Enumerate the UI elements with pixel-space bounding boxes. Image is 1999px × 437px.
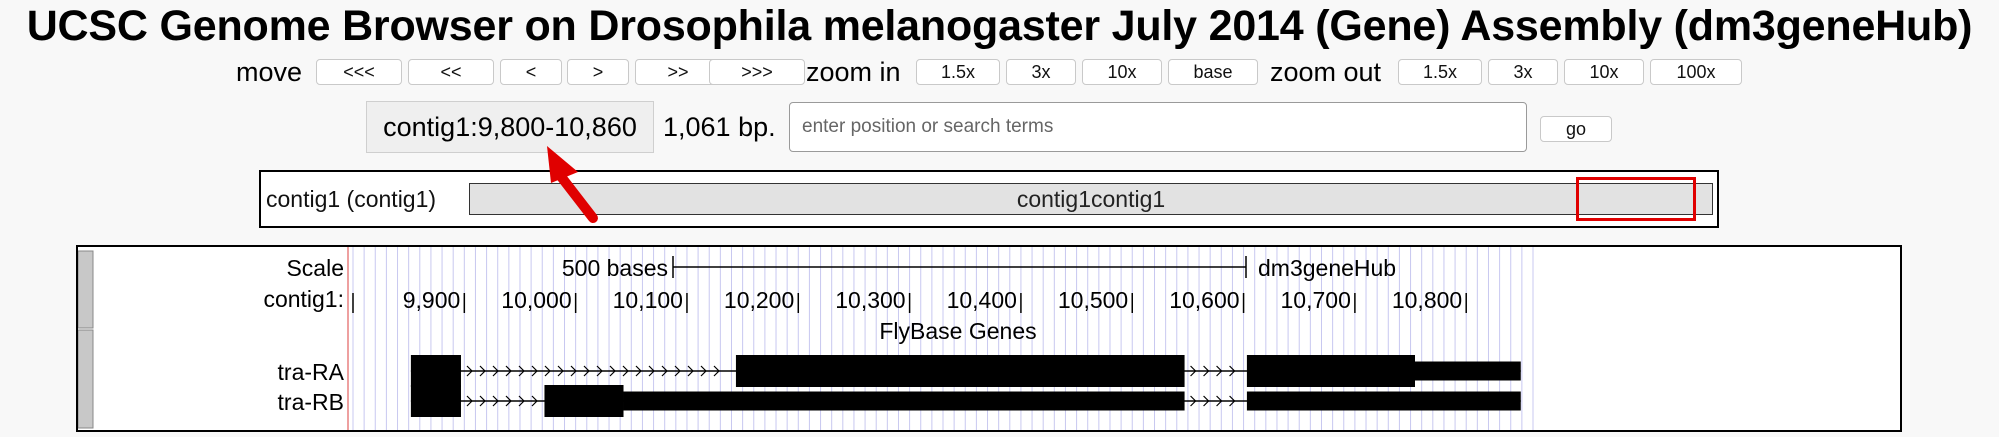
axis-tick-label: 10,300 bbox=[835, 287, 905, 313]
strand-chevron bbox=[505, 365, 512, 377]
region-size-label: 1,061 bp. bbox=[663, 112, 776, 142]
strand-chevron bbox=[1190, 365, 1197, 377]
strand-chevron bbox=[518, 395, 525, 407]
gene-exon[interactable] bbox=[623, 391, 1185, 411]
strand-chevron bbox=[1190, 395, 1197, 407]
zoom-out-3x-button[interactable]: 3x bbox=[1488, 59, 1558, 85]
axis-tick-label: 10,500 bbox=[1058, 287, 1128, 313]
axis-tick-label: 10,200 bbox=[724, 287, 794, 313]
move-right-button[interactable]: >> bbox=[635, 59, 721, 85]
strand-chevron bbox=[557, 365, 564, 377]
strand-chevron bbox=[1229, 395, 1236, 407]
strand-chevron bbox=[479, 365, 486, 377]
strand-chevron bbox=[1216, 395, 1223, 407]
strand-chevron bbox=[648, 365, 655, 377]
position-display[interactable]: contig1:9,800-10,860 bbox=[366, 101, 654, 153]
gene-exon[interactable] bbox=[735, 355, 1185, 387]
ideogram-label: contig1 (contig1) bbox=[266, 186, 437, 212]
strand-chevron bbox=[531, 395, 538, 407]
zoom-in-label: zoom in bbox=[806, 57, 901, 87]
zoom-in-10x-button[interactable]: 10x bbox=[1082, 59, 1162, 85]
strand-chevron bbox=[570, 365, 577, 377]
strand-chevron bbox=[635, 365, 642, 377]
axis-tick-label: 10,800 bbox=[1392, 287, 1462, 313]
ideogram-position-highlight bbox=[1576, 177, 1696, 221]
move-step-right-button[interactable]: > bbox=[567, 59, 629, 85]
gene-exon[interactable] bbox=[1415, 361, 1521, 381]
scale-bar-label: 500 bases bbox=[562, 255, 668, 281]
strand-chevron bbox=[1203, 395, 1210, 407]
hub-label: dm3geneHub bbox=[1258, 255, 1396, 281]
strand-chevron bbox=[466, 395, 473, 407]
zoom-in-1.5x-button[interactable]: 1.5x bbox=[916, 59, 1000, 85]
gene-label[interactable]: tra-RB bbox=[278, 389, 344, 415]
strand-chevron bbox=[505, 395, 512, 407]
strand-chevron bbox=[622, 365, 629, 377]
gene-row[interactable]: tra-RA bbox=[278, 355, 1521, 387]
strand-chevron bbox=[700, 365, 707, 377]
gene-exon[interactable] bbox=[410, 385, 461, 417]
gene-exon[interactable] bbox=[1246, 355, 1415, 387]
strand-chevron bbox=[583, 365, 590, 377]
zoom-out-1.5x-button[interactable]: 1.5x bbox=[1398, 59, 1482, 85]
axis-tick-label: 10,000 bbox=[501, 287, 571, 313]
strand-chevron bbox=[713, 365, 720, 377]
ideogram-bar[interactable]: contig1contig1 bbox=[469, 183, 1713, 215]
strand-chevron bbox=[544, 365, 551, 377]
navigation-bar: move <<< << < > >> >>> zoom in 1.5x 3x 1… bbox=[0, 56, 1999, 88]
gene-exon[interactable] bbox=[1246, 391, 1521, 411]
gene-label[interactable]: tra-RA bbox=[278, 359, 345, 385]
move-far-right-button[interactable]: >>> bbox=[709, 59, 805, 85]
strand-chevron bbox=[518, 365, 525, 377]
strand-chevron bbox=[674, 365, 681, 377]
axis-tick-label: 10,600 bbox=[1169, 287, 1239, 313]
genes-track-handle[interactable] bbox=[78, 329, 94, 429]
gene-exon[interactable] bbox=[410, 355, 461, 387]
strand-chevron bbox=[1229, 365, 1236, 377]
page-title: UCSC Genome Browser on Drosophila melano… bbox=[26, 2, 1973, 50]
zoom-out-10x-button[interactable]: 10x bbox=[1564, 59, 1644, 85]
move-left-button[interactable]: << bbox=[408, 59, 494, 85]
zoom-out-label: zoom out bbox=[1270, 57, 1382, 87]
zoom-out-100x-button[interactable]: 100x bbox=[1650, 59, 1742, 85]
scale-track-handle[interactable] bbox=[78, 250, 94, 329]
search-input[interactable] bbox=[789, 102, 1527, 152]
move-step-left-button[interactable]: < bbox=[500, 59, 562, 85]
zoom-in-3x-button[interactable]: 3x bbox=[1006, 59, 1076, 85]
strand-chevron bbox=[492, 395, 499, 407]
strand-chevron bbox=[531, 365, 538, 377]
strand-chevron bbox=[492, 365, 499, 377]
gene-exon[interactable] bbox=[544, 385, 624, 417]
axis-tick-label: 10,100 bbox=[613, 287, 683, 313]
chromosome-ideogram: contig1 (contig1) contig1contig1 bbox=[259, 170, 1719, 228]
scale-label: Scale bbox=[286, 255, 344, 281]
strand-chevron bbox=[1216, 365, 1223, 377]
strand-chevron bbox=[479, 395, 486, 407]
move-label: move bbox=[236, 57, 303, 87]
move-far-left-button[interactable]: <<< bbox=[316, 59, 402, 85]
axis-tick-label: 10,400 bbox=[947, 287, 1017, 313]
axis-tick-label: 9,900 bbox=[403, 287, 461, 313]
strand-chevron bbox=[466, 365, 473, 377]
strand-chevron bbox=[661, 365, 668, 377]
strand-chevron bbox=[596, 365, 603, 377]
chrom-label: contig1: bbox=[263, 286, 344, 312]
strand-chevron bbox=[1203, 365, 1210, 377]
strand-chevron bbox=[609, 365, 616, 377]
track-panel: Scale contig1: 500 bases dm3geneHub 9,90… bbox=[76, 245, 1902, 432]
go-button[interactable]: go bbox=[1540, 116, 1612, 142]
zoom-base-button[interactable]: base bbox=[1168, 59, 1258, 85]
track-title: FlyBase Genes bbox=[879, 318, 1036, 344]
strand-chevron bbox=[687, 365, 694, 377]
track-image[interactable]: Scale contig1: 500 bases dm3geneHub 9,90… bbox=[78, 247, 1900, 430]
gene-row[interactable]: tra-RB bbox=[278, 385, 1521, 417]
axis-tick-label: 10,700 bbox=[1281, 287, 1351, 313]
